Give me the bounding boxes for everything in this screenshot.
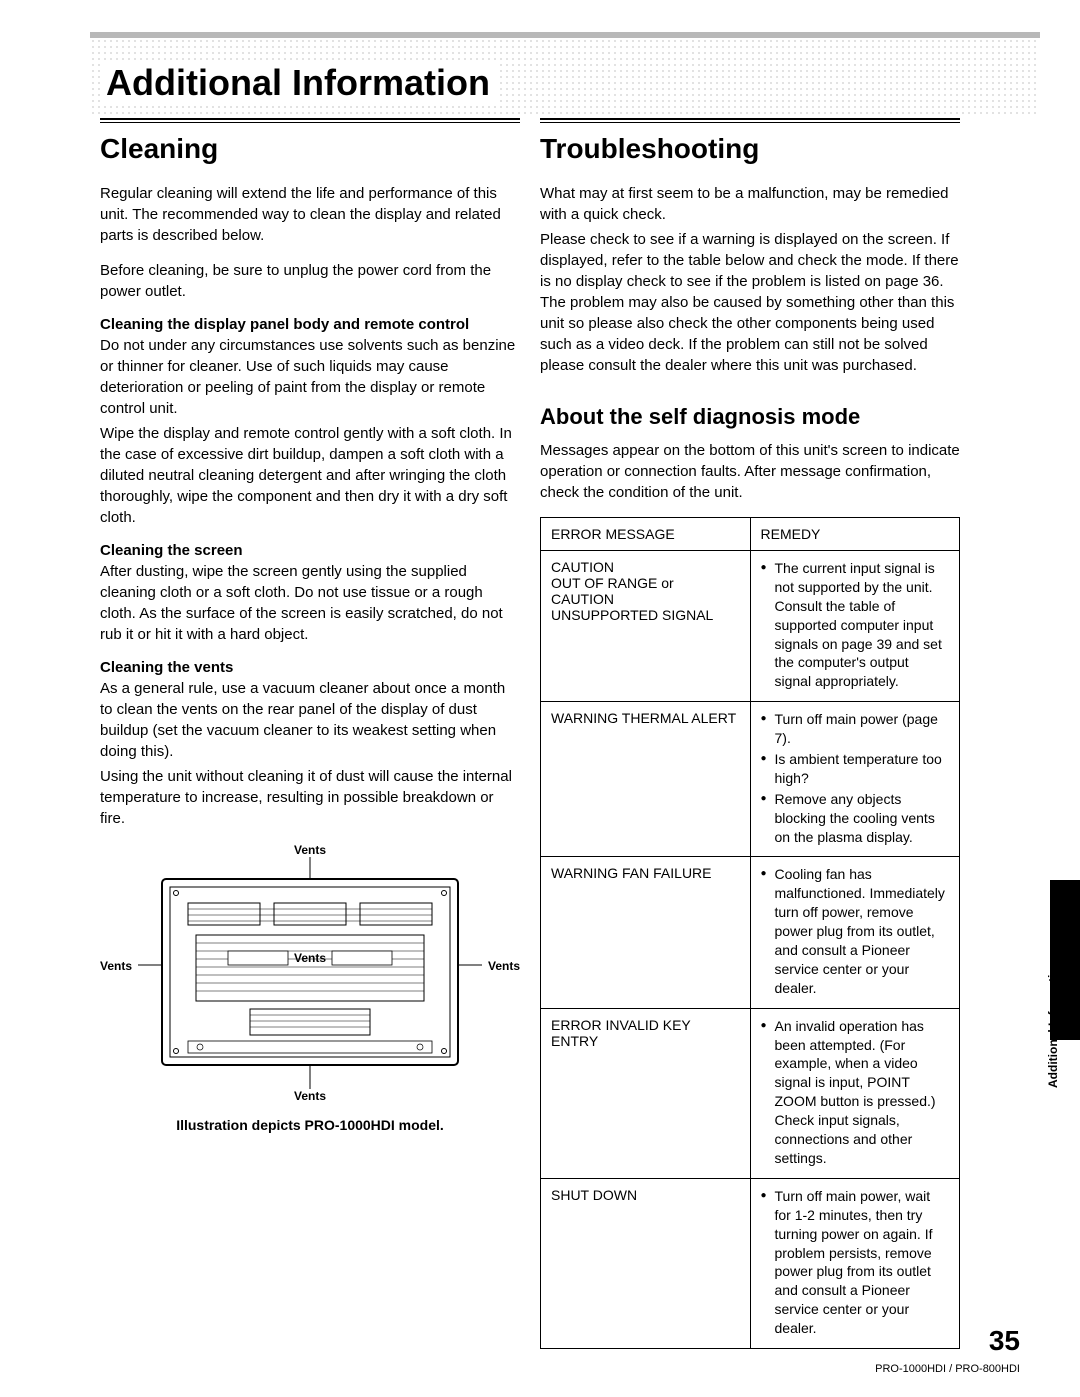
- error-message-cell: ERROR INVALID KEY ENTRY: [541, 1008, 751, 1178]
- remedy-item: Is ambient temperature too high?: [761, 750, 950, 788]
- remedy-cell: Cooling fan has malfunctioned. Immediate…: [750, 857, 960, 1008]
- remedy-item: Turn off main power, wait for 1-2 minute…: [761, 1187, 950, 1338]
- heading-rule-right: [540, 118, 960, 123]
- remedy-item: The current input signal is not supporte…: [761, 559, 950, 691]
- cleaning-heading: Cleaning: [100, 133, 520, 165]
- troubleshooting-heading: Troubleshooting: [540, 133, 960, 165]
- error-message-cell: CAUTION OUT OF RANGE or CAUTION UNSUPPOR…: [541, 551, 751, 702]
- remedy-item: Remove any objects blocking the cooling …: [761, 790, 950, 847]
- cleaning-sec2-title: Cleaning the screen: [100, 542, 520, 559]
- vents-diagram: Vents Vents Vents Vents Vents: [100, 843, 520, 1103]
- cleaning-sec1-p1: Do not under any circumstances use solve…: [100, 335, 520, 419]
- cleaning-intro-1: Regular cleaning will extend the life an…: [100, 183, 520, 246]
- table-row: SHUT DOWNTurn off main power, wait for 1…: [541, 1178, 960, 1348]
- selfdiag-p1: Messages appear on the bottom of this un…: [540, 440, 960, 503]
- vent-label-top: Vents: [294, 843, 326, 857]
- table-row: WARNING FAN FAILURECooling fan has malfu…: [541, 857, 960, 1008]
- troubleshooting-p1: What may at first seem to be a malfuncti…: [540, 183, 960, 225]
- error-table-head-error: ERROR MESSAGE: [541, 518, 751, 551]
- vent-label-left: Vents: [100, 959, 132, 973]
- cleaning-sec2-p1: After dusting, wipe the screen gently us…: [100, 561, 520, 645]
- heading-rule-left: [100, 118, 520, 123]
- vent-label-right: Vents: [488, 959, 520, 973]
- vent-label-center: Vents: [294, 951, 326, 965]
- selfdiag-heading: About the self diagnosis mode: [540, 404, 960, 430]
- error-table: ERROR MESSAGE REMEDY CAUTION OUT OF RANG…: [540, 517, 960, 1349]
- cleaning-sec1-title: Cleaning the display panel body and remo…: [100, 316, 520, 333]
- remedy-cell: The current input signal is not supporte…: [750, 551, 960, 702]
- remedy-cell: Turn off main power (page 7).Is ambient …: [750, 702, 960, 857]
- cleaning-intro-2: Before cleaning, be sure to unplug the p…: [100, 260, 520, 302]
- remedy-cell: An invalid operation has been attempted.…: [750, 1008, 960, 1178]
- side-tab-text: Additional Information: [1046, 960, 1060, 1088]
- error-table-head-remedy: REMEDY: [750, 518, 960, 551]
- troubleshooting-p2: Please check to see if a warning is disp…: [540, 229, 960, 376]
- column-right: Troubleshooting What may at first seem t…: [540, 118, 960, 1349]
- cleaning-sec3-p1: As a general rule, use a vacuum cleaner …: [100, 678, 520, 762]
- page-title: Additional Information: [100, 62, 496, 104]
- page-number: 35: [989, 1325, 1020, 1357]
- remedy-cell: Turn off main power, wait for 1-2 minute…: [750, 1178, 960, 1348]
- diagram-caption: Illustration depicts PRO-1000HDI model.: [100, 1117, 520, 1133]
- footer-model: PRO-1000HDI / PRO-800HDI: [875, 1363, 1020, 1375]
- table-row: WARNING THERMAL ALERTTurn off main power…: [541, 702, 960, 857]
- remedy-item: Cooling fan has malfunctioned. Immediate…: [761, 865, 950, 997]
- error-message-cell: SHUT DOWN: [541, 1178, 751, 1348]
- vent-label-bottom: Vents: [294, 1089, 326, 1103]
- table-row: ERROR INVALID KEY ENTRYAn invalid operat…: [541, 1008, 960, 1178]
- error-message-cell: WARNING FAN FAILURE: [541, 857, 751, 1008]
- error-message-cell: WARNING THERMAL ALERT: [541, 702, 751, 857]
- cleaning-sec3-p2: Using the unit without cleaning it of du…: [100, 766, 520, 829]
- remedy-item: Turn off main power (page 7).: [761, 710, 950, 748]
- cleaning-sec1-p2: Wipe the display and remote control gent…: [100, 423, 520, 528]
- table-row: CAUTION OUT OF RANGE or CAUTION UNSUPPOR…: [541, 551, 960, 702]
- diagram-svg: [100, 843, 520, 1103]
- cleaning-sec3-title: Cleaning the vents: [100, 659, 520, 676]
- remedy-item: An invalid operation has been attempted.…: [761, 1017, 950, 1168]
- column-left: Cleaning Regular cleaning will extend th…: [100, 118, 520, 1133]
